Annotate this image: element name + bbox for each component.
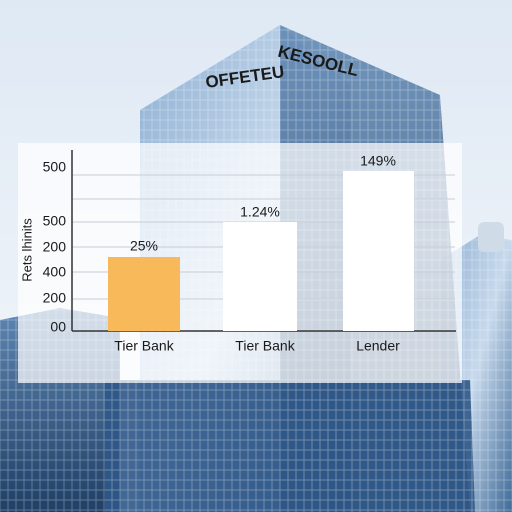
y-tick-label: 500 (43, 159, 67, 175)
y-tick-label: 00 (50, 319, 66, 335)
y-tick-label: 200 (43, 290, 67, 306)
category-label: Tier Bank (235, 338, 295, 354)
category-label: Lender (356, 338, 400, 354)
y-tick-label: 400 (43, 264, 67, 280)
bar (108, 257, 180, 331)
value-label: 149% (360, 153, 396, 169)
y-tick-label: 500 (43, 213, 67, 229)
bar (343, 171, 414, 331)
category-label: Tier Bank (114, 338, 174, 354)
y-axis-title: Rets lhinits (19, 218, 34, 282)
value-label: 1.24% (240, 204, 280, 220)
bar (223, 222, 297, 331)
value-label: 25% (130, 238, 158, 254)
y-tick-label: 200 (43, 239, 67, 255)
